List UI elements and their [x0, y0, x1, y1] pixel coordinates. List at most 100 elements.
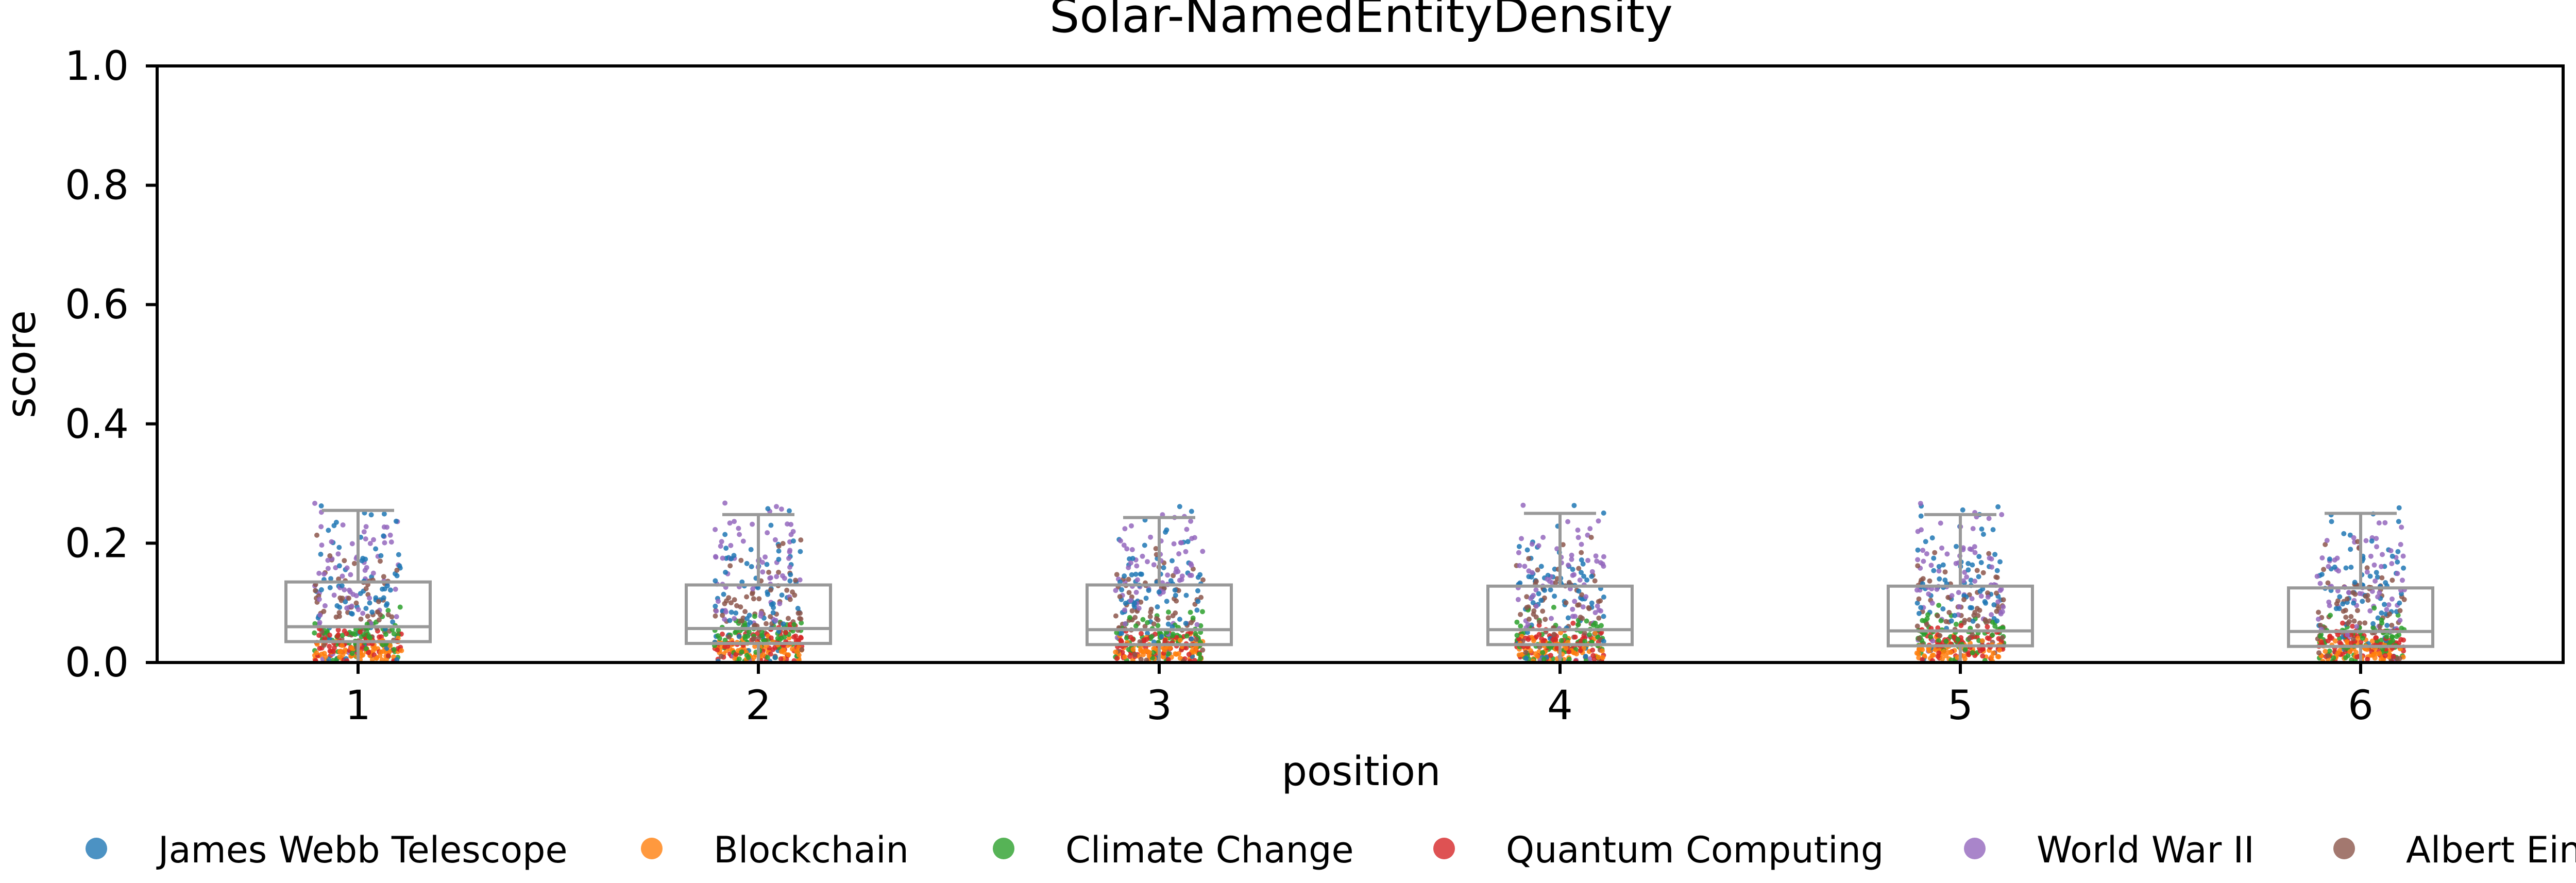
data-point-6	[1560, 542, 1566, 548]
data-point-4	[317, 646, 323, 651]
data-point-3	[2399, 625, 2404, 631]
data-point-1	[1968, 605, 1973, 610]
data-point-1	[748, 547, 754, 552]
data-point-4	[798, 635, 804, 640]
data-point-6	[776, 569, 782, 575]
data-point-6	[333, 614, 339, 620]
data-point-2	[2377, 651, 2382, 656]
data-point-3	[396, 627, 401, 633]
data-point-4	[1139, 631, 1144, 636]
data-point-5	[340, 522, 346, 528]
data-point-5	[719, 539, 724, 545]
data-point-6	[742, 609, 748, 615]
data-point-6	[1194, 637, 1199, 642]
data-point-2	[1122, 654, 1128, 660]
data-point-1	[1146, 588, 1151, 593]
data-point-1	[2340, 601, 2346, 607]
data-point-6	[2389, 622, 2395, 628]
data-point-6	[2387, 611, 2393, 617]
data-point-1	[788, 572, 793, 578]
data-point-6	[321, 642, 327, 648]
data-point-6	[2323, 542, 2328, 547]
data-point-1	[369, 609, 375, 615]
data-point-1	[1952, 613, 1957, 618]
x-tick-label: 3	[1146, 683, 1172, 729]
data-point-5	[329, 539, 334, 545]
data-point-1	[1937, 576, 1942, 582]
data-point-5	[2379, 564, 2384, 569]
data-point-6	[2354, 608, 2360, 614]
data-point-5	[750, 521, 755, 527]
data-point-5	[1962, 570, 1968, 575]
data-point-3	[775, 636, 781, 641]
data-point-2	[1596, 654, 1601, 660]
data-point-6	[1117, 594, 1123, 600]
data-point-5	[1529, 541, 1535, 547]
data-point-1	[327, 585, 333, 590]
data-point-6	[792, 592, 798, 598]
data-point-1	[2382, 602, 2387, 607]
data-point-1	[1130, 556, 1136, 561]
data-point-4	[330, 649, 336, 654]
data-point-1	[1936, 564, 1942, 569]
data-point-2	[2323, 649, 2328, 654]
data-point-5	[2367, 608, 2373, 614]
data-point-3	[742, 623, 748, 629]
data-point-5	[1592, 610, 1598, 616]
data-point-4	[1114, 656, 1120, 661]
data-point-1	[765, 506, 771, 512]
data-point-1	[387, 587, 393, 593]
data-point-1	[2397, 600, 2402, 606]
data-point-6	[2364, 565, 2370, 571]
data-point-1	[2370, 621, 2376, 626]
data-point-5	[1930, 638, 1936, 644]
data-point-4	[1570, 620, 1576, 626]
data-point-5	[1200, 549, 1206, 554]
data-point-1	[318, 587, 324, 592]
data-point-3	[1198, 655, 1204, 661]
legend: James Webb Telescope Blockchain Climate Ch…	[86, 829, 2576, 871]
data-point-3	[733, 630, 738, 635]
data-point-3	[1127, 615, 1132, 620]
data-point-3	[1924, 616, 1930, 621]
data-point-1	[1565, 615, 1571, 621]
data-point-4	[1958, 623, 1964, 629]
data-point-2	[2372, 655, 2378, 661]
data-point-6	[1994, 608, 1999, 614]
data-point-5	[786, 555, 791, 561]
data-point-5	[1938, 520, 1943, 526]
legend-item: Climate Change	[993, 829, 1354, 871]
data-point-4	[2354, 654, 2360, 660]
data-point-6	[724, 598, 729, 604]
data-point-5	[750, 586, 756, 592]
data-point-3	[2343, 655, 2348, 660]
data-point-1	[1143, 596, 1149, 601]
data-point-1	[2401, 565, 2406, 571]
data-point-5	[1926, 591, 1931, 597]
data-point-4	[2365, 656, 2370, 662]
data-point-6	[1942, 569, 1948, 575]
data-point-1	[1189, 508, 1194, 514]
data-point-6	[1927, 578, 1933, 584]
data-point-2	[399, 648, 404, 653]
data-point-2	[319, 651, 325, 657]
data-point-5	[363, 536, 368, 542]
data-point-6	[1137, 639, 1143, 644]
data-point-4	[778, 656, 784, 661]
data-point-1	[728, 556, 734, 562]
x-axis: 1 2 3 4 5 6	[345, 663, 2374, 729]
data-point-5	[321, 571, 327, 577]
data-point-5	[1995, 599, 2001, 605]
data-point-6	[385, 612, 391, 618]
data-point-6	[394, 567, 400, 573]
data-point-2	[1113, 649, 1118, 655]
data-point-3	[1514, 619, 1520, 625]
data-point-6	[1537, 619, 1543, 625]
data-point-1	[1526, 574, 1532, 580]
data-point-4	[787, 622, 793, 627]
data-point-6	[2379, 575, 2385, 581]
data-point-1	[368, 512, 374, 518]
data-point-3	[1584, 618, 1589, 624]
data-point-3	[752, 614, 757, 619]
data-point-5	[1601, 554, 1606, 559]
